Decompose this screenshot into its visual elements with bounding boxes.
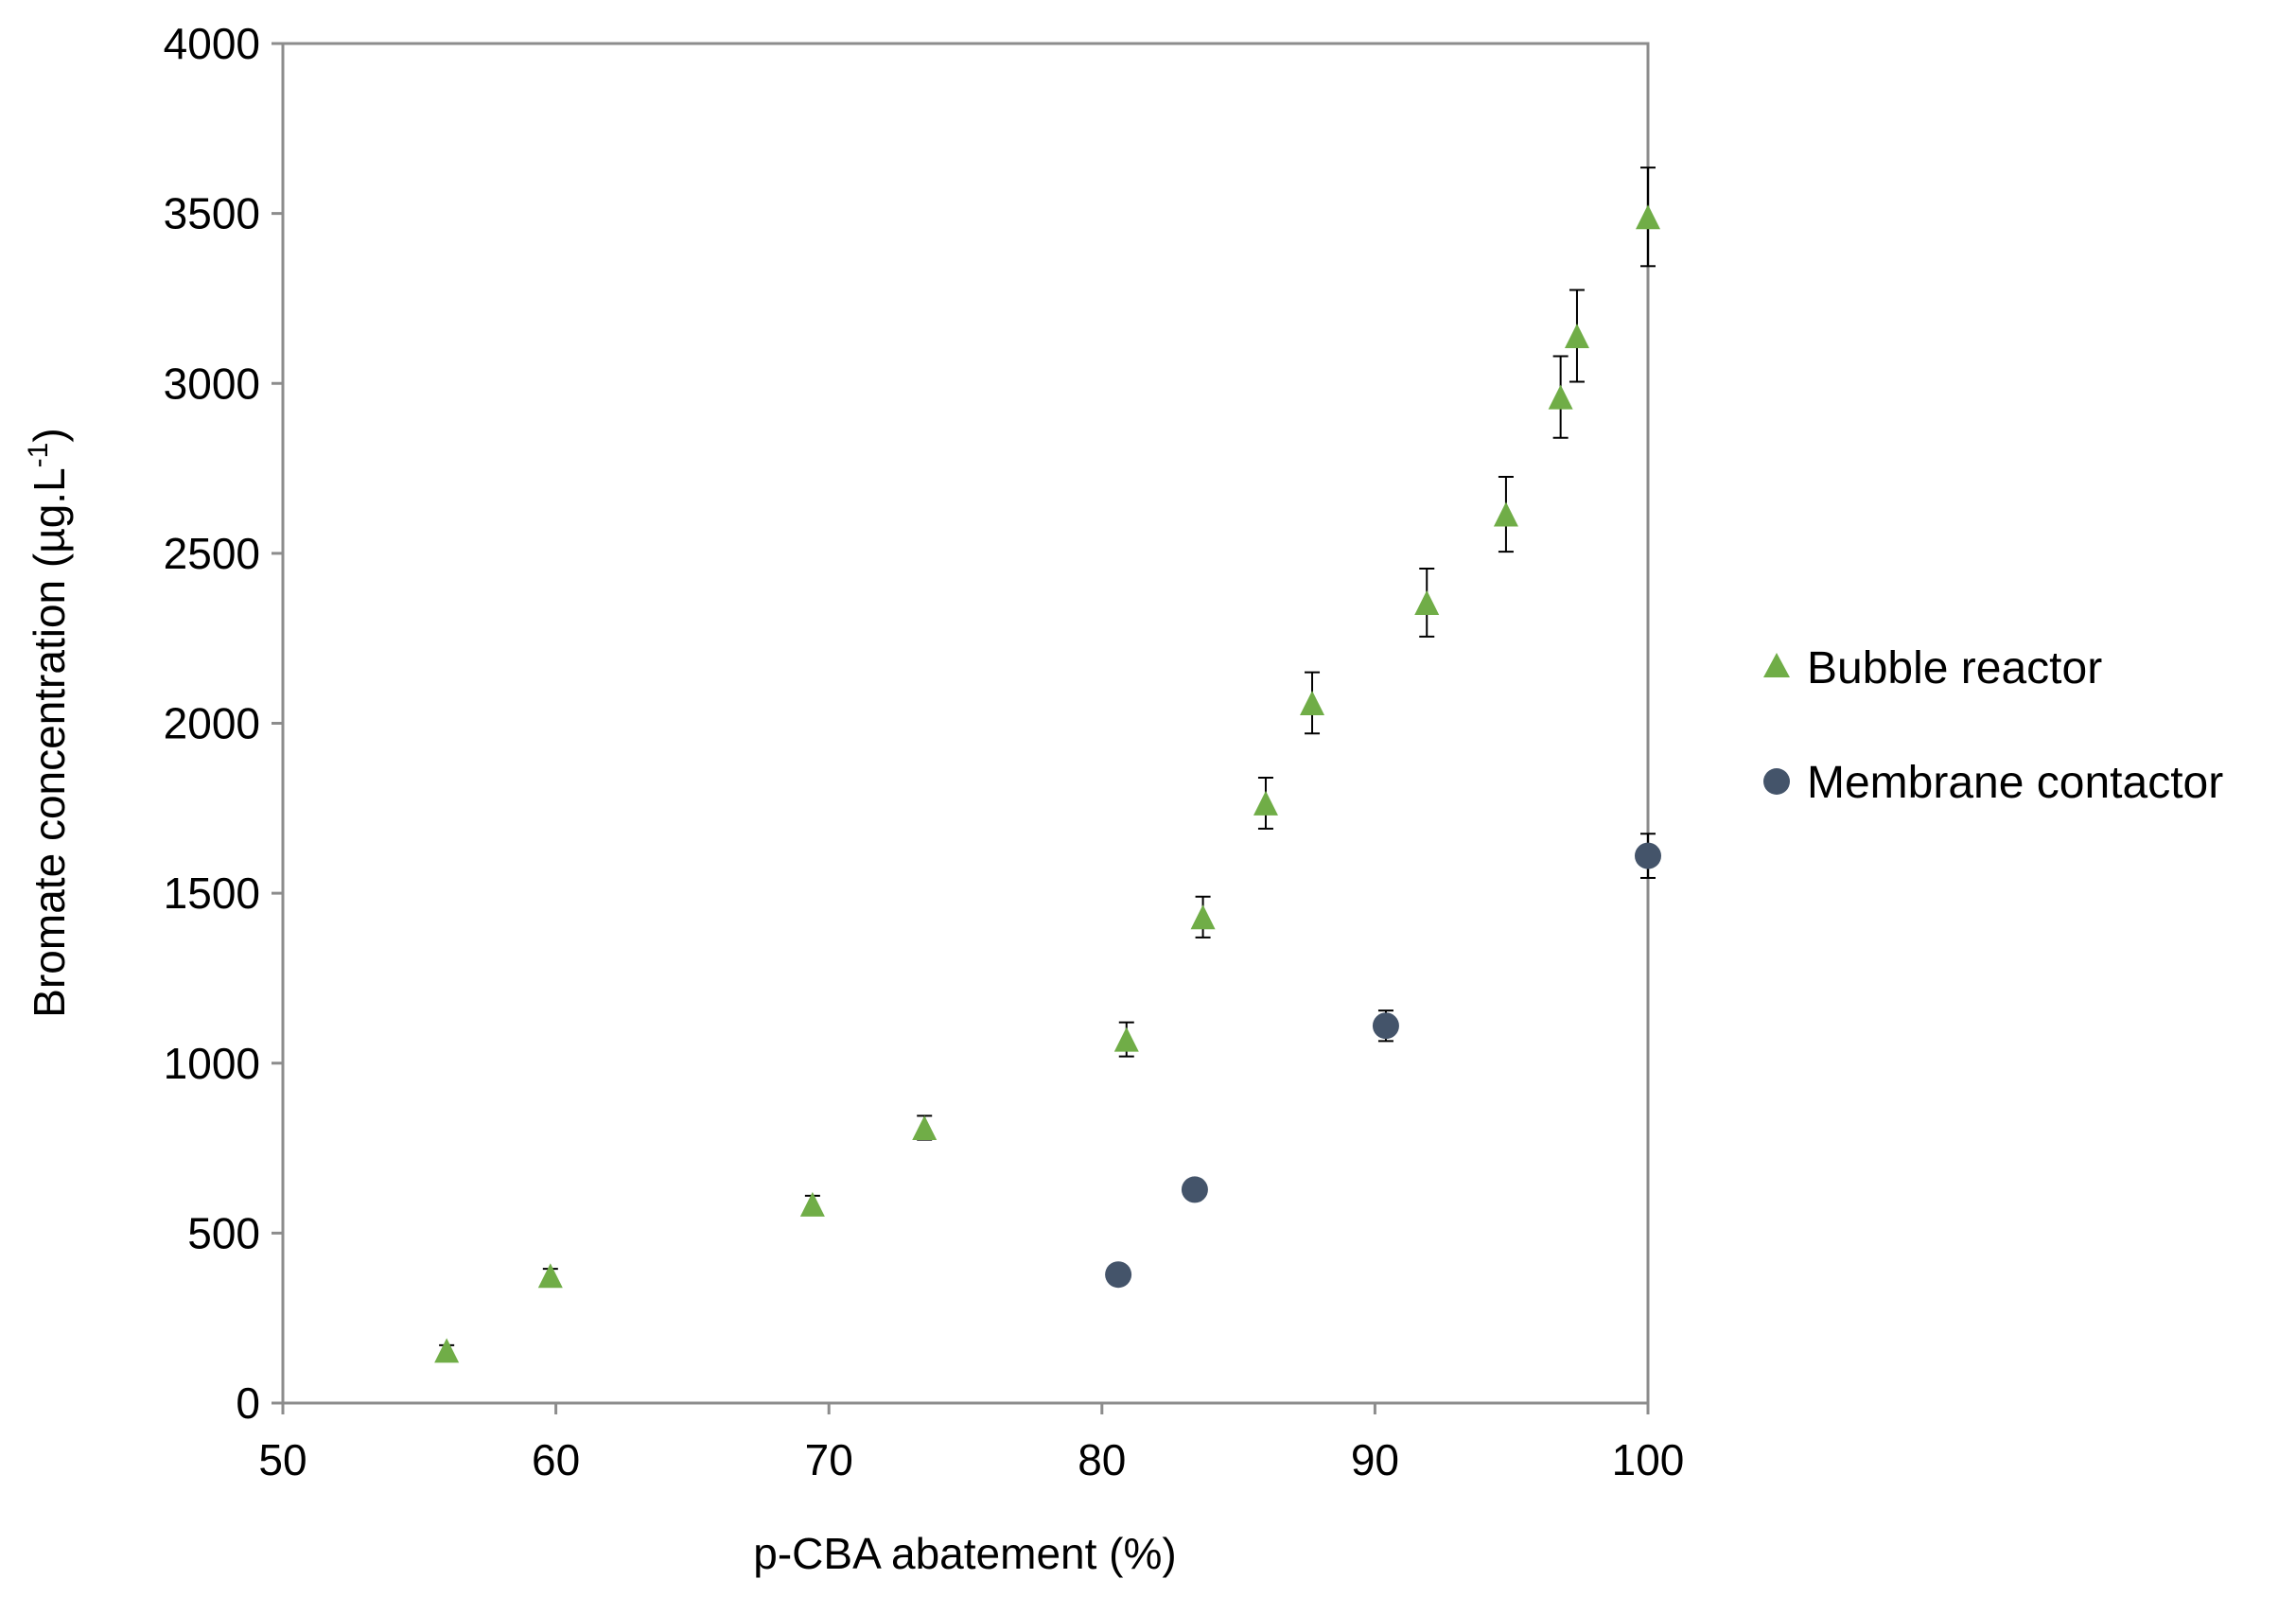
- point-bubble-reactor: [912, 1115, 938, 1141]
- point-bubble-reactor: [434, 1338, 460, 1363]
- legend: Bubble reactor Membrane contactor: [1763, 643, 2223, 808]
- y-tick-label: 3000: [164, 359, 260, 408]
- y-tick-label: 4000: [164, 19, 260, 68]
- x-tick-label: 60: [532, 1435, 580, 1484]
- y-axis-title-close: ): [25, 428, 74, 442]
- point-bubble-reactor: [1548, 384, 1573, 410]
- point-bubble-reactor: [799, 1191, 825, 1217]
- x-tick-label: 70: [805, 1435, 853, 1484]
- point-bubble-reactor: [1414, 589, 1440, 615]
- y-axis-title-superscript: -1: [23, 443, 54, 468]
- y-tick-label: 2000: [164, 699, 260, 748]
- plot-area: [281, 42, 1650, 1405]
- legend-label-membrane-contactor: Membrane contactor: [1807, 758, 2223, 808]
- point-membrane-contactor: [1105, 1261, 1132, 1289]
- y-tick-label: 500: [187, 1208, 260, 1257]
- point-bubble-reactor: [1190, 904, 1216, 930]
- point-membrane-contactor: [1635, 842, 1661, 869]
- y-tick-label: 1500: [164, 869, 260, 918]
- y-axis-ticks: 0 500 1000 1500 2000 2500 3000 3500 4000: [164, 19, 283, 1428]
- point-bubble-reactor: [1113, 1027, 1139, 1052]
- x-tick-label: 80: [1078, 1435, 1126, 1484]
- x-tick-label: 100: [1612, 1435, 1685, 1484]
- y-tick-label: 1000: [164, 1039, 260, 1088]
- data-markers: [434, 204, 1661, 1363]
- legend-marker-membrane-contactor: [1763, 768, 1790, 795]
- x-tick-label: 90: [1351, 1435, 1399, 1484]
- y-tick-label: 3500: [164, 189, 260, 238]
- x-tick-label: 50: [258, 1435, 307, 1484]
- point-bubble-reactor: [1300, 690, 1325, 715]
- y-axis-title: Bromate concentration (µg.L-1): [23, 428, 74, 1017]
- point-bubble-reactor: [1253, 790, 1278, 816]
- y-axis-title-main: Bromate concentration (µg.L: [25, 467, 74, 1017]
- error-bars: [439, 167, 1656, 1357]
- point-membrane-contactor: [1181, 1176, 1208, 1203]
- point-bubble-reactor: [1564, 323, 1589, 348]
- point-bubble-reactor: [1493, 501, 1518, 527]
- legend-marker-bubble-reactor: [1763, 653, 1790, 677]
- point-membrane-contactor: [1372, 1012, 1399, 1040]
- legend-label-bubble-reactor: Bubble reactor: [1807, 643, 2102, 693]
- y-tick-label: 0: [236, 1378, 260, 1428]
- x-axis-title: p-CBA abatement (%): [753, 1529, 1176, 1578]
- point-bubble-reactor: [1636, 204, 1660, 230]
- y-tick-label: 2500: [164, 529, 260, 578]
- point-bubble-reactor: [537, 1263, 563, 1289]
- x-axis-ticks: 50 60 70 80 90 100: [258, 1403, 1684, 1484]
